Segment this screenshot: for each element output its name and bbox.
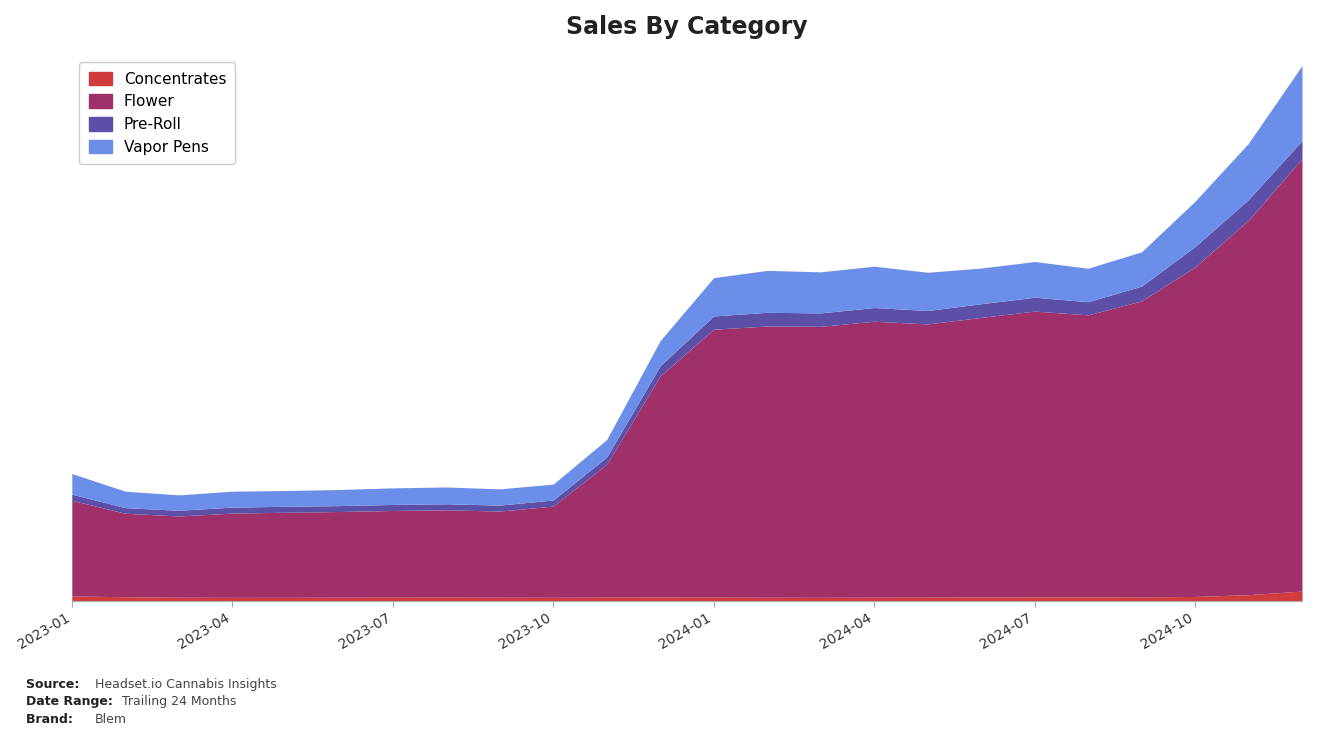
Text: Source:: Source: [26, 677, 84, 691]
Text: Trailing 24 Months: Trailing 24 Months [122, 694, 237, 708]
Text: Date Range:: Date Range: [26, 694, 117, 708]
Legend: Concentrates, Flower, Pre-Roll, Vapor Pens: Concentrates, Flower, Pre-Roll, Vapor Pe… [79, 62, 236, 164]
Text: Headset.io Cannabis Insights: Headset.io Cannabis Insights [95, 677, 277, 691]
Text: Brand:: Brand: [26, 713, 78, 726]
Text: Blem: Blem [95, 713, 126, 726]
Title: Sales By Category: Sales By Category [566, 15, 807, 39]
